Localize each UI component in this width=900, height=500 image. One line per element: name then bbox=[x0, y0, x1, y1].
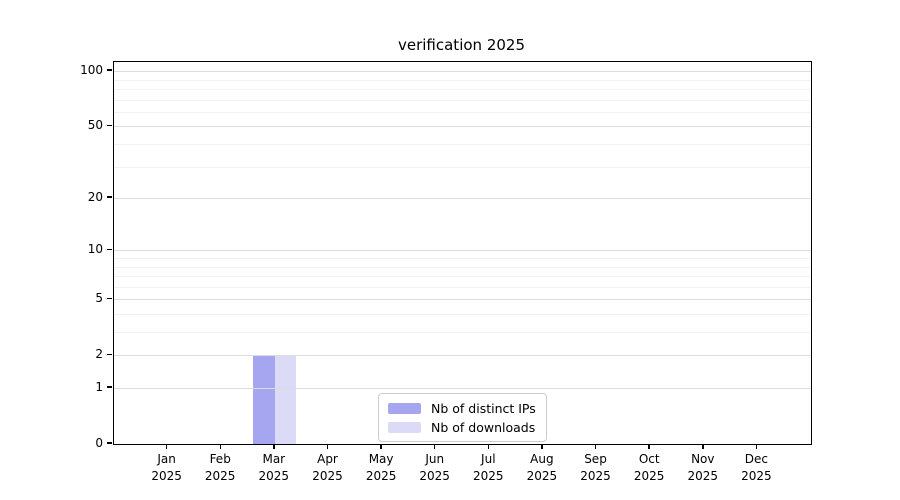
gridline-minor bbox=[114, 257, 811, 259]
x-tick-label: Sep 2025 bbox=[556, 451, 636, 485]
x-tick-month: Dec bbox=[744, 452, 768, 466]
x-tick-label: Feb 2025 bbox=[180, 451, 260, 485]
x-tick-month: Jan bbox=[157, 452, 176, 466]
x-tick-year: 2025 bbox=[526, 469, 558, 483]
gridline-minor bbox=[114, 266, 811, 268]
x-tick-year: 2025 bbox=[312, 469, 343, 483]
x-tick-month: Feb bbox=[209, 452, 231, 466]
y-tick-mark bbox=[106, 386, 112, 388]
y-tick-mark bbox=[106, 124, 112, 126]
x-tick-year: 2025 bbox=[258, 469, 290, 483]
plot-area: Nb of distinct IPs Nb of downloads bbox=[113, 61, 812, 445]
chart-title: verification 2025 bbox=[397, 36, 525, 54]
y-tick-mark bbox=[106, 297, 112, 299]
y-tick-label: 2 bbox=[95, 347, 103, 362]
x-tick-label: Jan 2025 bbox=[127, 451, 207, 485]
x-tick-label: Dec 2025 bbox=[716, 451, 796, 485]
x-tick-year: 2025 bbox=[151, 469, 182, 483]
y-tick-mark bbox=[106, 69, 112, 71]
legend-label-distinct-ips: Nb of distinct IPs bbox=[431, 400, 536, 416]
gridline-major bbox=[114, 388, 811, 389]
y-tick-label: 0 bbox=[95, 436, 103, 450]
y-tick-label: 100 bbox=[80, 63, 103, 78]
x-tick-label: Jul 2025 bbox=[448, 451, 528, 485]
gridline-minor bbox=[114, 143, 811, 145]
legend-swatch-distinct-ips-icon bbox=[388, 402, 421, 414]
x-tick-mark bbox=[487, 444, 490, 449]
x-tick-year: 2025 bbox=[204, 469, 236, 483]
x-tick-year: 2025 bbox=[687, 469, 719, 483]
x-tick-label: Nov 2025 bbox=[663, 451, 743, 485]
gridline-major bbox=[114, 250, 811, 252]
legend-swatch-downloads-icon bbox=[388, 421, 421, 433]
x-tick-mark bbox=[326, 444, 329, 449]
gridline-major bbox=[114, 355, 811, 357]
gridline-major bbox=[114, 198, 811, 199]
gridline-minor bbox=[114, 313, 811, 315]
x-tick-month: Jun bbox=[425, 452, 445, 466]
bar-nb-of-downloads bbox=[274, 355, 297, 444]
x-tick-month: Jul bbox=[481, 452, 496, 466]
x-tick-mark bbox=[433, 444, 436, 449]
gridline-minor bbox=[114, 286, 811, 288]
x-tick-year: 2025 bbox=[419, 469, 450, 483]
gridline-minor bbox=[114, 166, 811, 168]
x-tick-month: Nov bbox=[691, 452, 715, 466]
y-tick-mark bbox=[106, 442, 112, 444]
x-tick-mark bbox=[702, 444, 704, 449]
y-tick-label: 10 bbox=[87, 242, 103, 257]
gridline-minor bbox=[114, 99, 811, 101]
gridline-minor bbox=[114, 79, 811, 81]
gridline-major bbox=[114, 299, 811, 301]
x-tick-label: Mar 2025 bbox=[234, 451, 314, 485]
x-tick-year: 2025 bbox=[365, 469, 397, 483]
x-tick-mark bbox=[273, 444, 275, 449]
y-tick-label: 5 bbox=[95, 291, 103, 306]
x-tick-year: 2025 bbox=[741, 469, 772, 483]
gridline-major bbox=[114, 71, 811, 73]
x-tick-year: 2025 bbox=[633, 469, 665, 483]
y-tick-mark bbox=[106, 353, 112, 355]
x-tick-year: 2025 bbox=[473, 469, 504, 483]
gridline-minor bbox=[114, 88, 811, 90]
x-tick-month: Sep bbox=[584, 452, 607, 466]
gridline-minor bbox=[114, 332, 811, 333]
x-tick-mark bbox=[755, 444, 758, 449]
y-tick-mark bbox=[106, 196, 112, 198]
x-tick-month: May bbox=[368, 452, 394, 466]
x-tick-mark bbox=[541, 444, 543, 449]
legend-item-distinct-ips: Nb of distinct IPs bbox=[388, 400, 536, 416]
x-tick-mark bbox=[594, 444, 597, 449]
y-tick-mark bbox=[106, 248, 112, 250]
y-tick-label: 20 bbox=[87, 190, 103, 204]
legend-label-downloads: Nb of downloads bbox=[431, 419, 536, 435]
x-tick-mark bbox=[380, 444, 382, 449]
gridline-major bbox=[114, 126, 811, 128]
x-tick-month: Aug bbox=[530, 452, 554, 466]
x-tick-label: Aug 2025 bbox=[502, 451, 582, 485]
x-tick-month: Mar bbox=[262, 452, 286, 466]
x-tick-label: Oct 2025 bbox=[609, 451, 689, 485]
x-tick-year: 2025 bbox=[580, 469, 611, 483]
x-tick-label: Jun 2025 bbox=[395, 451, 475, 485]
x-tick-label: Apr 2025 bbox=[288, 451, 368, 485]
x-tick-label: May 2025 bbox=[341, 451, 421, 485]
x-tick-month: Oct bbox=[638, 452, 660, 466]
x-tick-mark bbox=[648, 444, 650, 449]
legend: Nb of distinct IPs Nb of downloads bbox=[378, 393, 547, 442]
legend-item-downloads: Nb of downloads bbox=[388, 419, 536, 435]
gridline-minor bbox=[114, 276, 811, 277]
y-tick-label: 50 bbox=[87, 118, 103, 133]
x-tick-month: Apr bbox=[317, 452, 338, 466]
y-tick-label: 1 bbox=[95, 380, 103, 394]
x-tick-mark bbox=[219, 444, 221, 449]
gridline-minor bbox=[114, 111, 811, 113]
x-tick-mark bbox=[165, 444, 168, 449]
bar-nb-of-distinct-ips bbox=[253, 355, 275, 444]
